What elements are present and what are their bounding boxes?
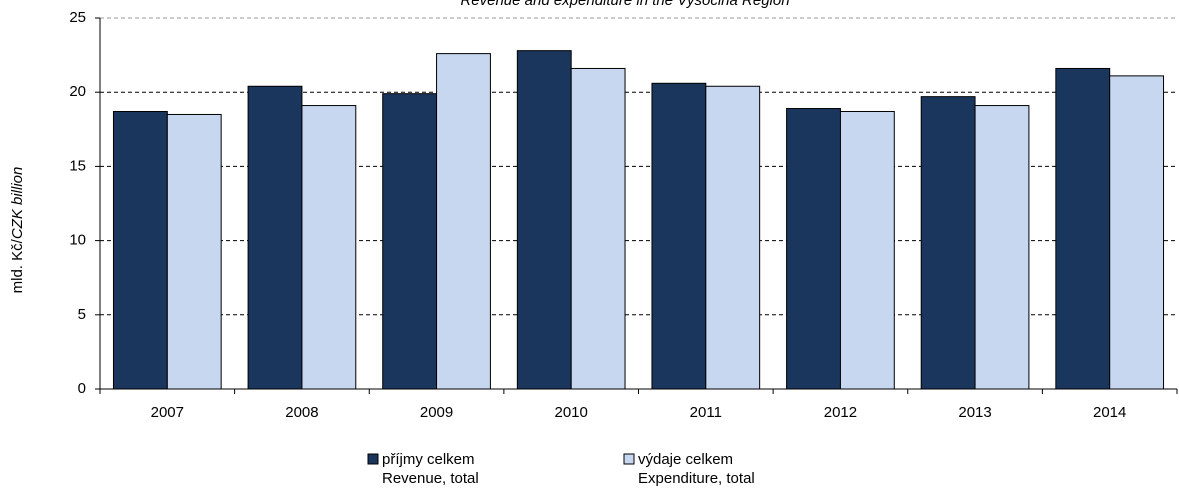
x-tick-label: 2012 bbox=[824, 404, 857, 421]
bar bbox=[974, 105, 1030, 390]
y-tick-label: 15 bbox=[69, 157, 86, 174]
bar bbox=[651, 82, 707, 390]
bar bbox=[112, 110, 168, 390]
bar bbox=[436, 53, 491, 390]
x-tick-label: 2008 bbox=[285, 404, 318, 421]
x-tick-label: 2013 bbox=[958, 404, 991, 421]
y-tick-label: 20 bbox=[69, 83, 86, 100]
bar bbox=[570, 67, 626, 390]
bar bbox=[1055, 67, 1111, 390]
bar bbox=[839, 110, 895, 390]
y-tick-label: 5 bbox=[78, 306, 86, 323]
x-tick-label: 2009 bbox=[420, 404, 453, 421]
x-tick-label: 2014 bbox=[1093, 404, 1126, 421]
bar bbox=[786, 108, 841, 390]
legend-label: příjmy celkem bbox=[382, 451, 475, 468]
bar bbox=[247, 85, 303, 390]
legend-label-en: Expenditure, total bbox=[638, 470, 755, 487]
y-axis-label-cz: mld. Kč/ bbox=[9, 238, 26, 293]
x-tick-label: 2011 bbox=[690, 404, 722, 421]
bar bbox=[382, 93, 438, 390]
y-axis-label: mld. Kč/CZK billion bbox=[9, 167, 26, 294]
legend-label-en: Revenue, total bbox=[382, 470, 479, 487]
y-tick-label: 0 bbox=[78, 380, 86, 397]
legend-swatch bbox=[623, 453, 635, 465]
bar bbox=[705, 85, 761, 390]
bar bbox=[920, 96, 976, 390]
legend-swatch bbox=[367, 453, 379, 465]
chart-title: Revenue and expenditure in the Vysočina … bbox=[460, 0, 789, 9]
bar bbox=[301, 105, 357, 390]
y-tick-label: 25 bbox=[69, 9, 86, 26]
x-tick-label: 2007 bbox=[151, 404, 184, 421]
legend-label: výdaje celkem bbox=[638, 451, 733, 468]
y-tick-label: 10 bbox=[69, 232, 86, 249]
y-axis-label-en: CZK billion bbox=[9, 167, 26, 240]
bar bbox=[516, 50, 572, 390]
bar bbox=[1109, 75, 1165, 390]
x-tick-label: 2010 bbox=[555, 404, 588, 421]
bar bbox=[166, 113, 222, 390]
